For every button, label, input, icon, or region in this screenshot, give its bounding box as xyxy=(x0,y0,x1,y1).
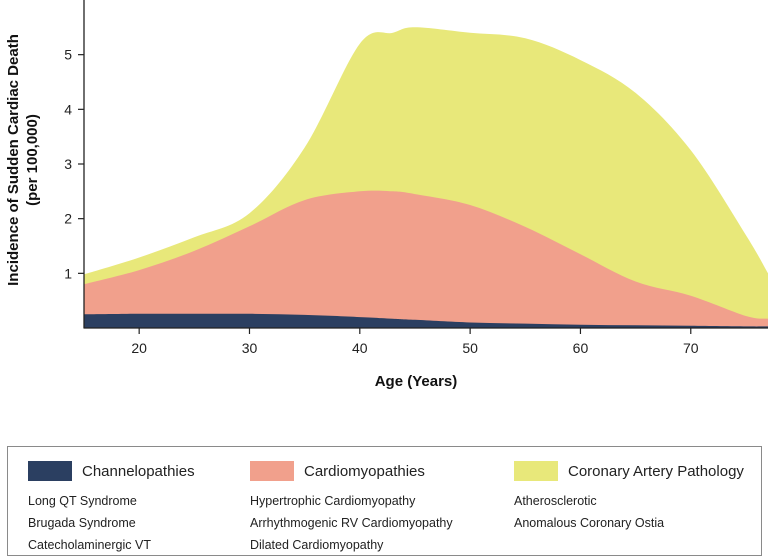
area-cardiomyopathies xyxy=(84,190,768,328)
x-axis-title: Age (Years) xyxy=(375,373,458,390)
legend-label-coronary: Coronary Artery Pathology xyxy=(568,462,744,480)
legend-item-anomalous-ostia: Anomalous Coronary Ostia xyxy=(514,516,665,530)
legend-item-brugada: Brugada Syndrome xyxy=(28,516,136,530)
legend-item-catecholaminergic-vt: Catecholaminergic VT xyxy=(28,538,151,552)
legend-item-arrhythmogenic-rv: Arrhythmogenic RV Cardiomyopathy xyxy=(250,516,453,530)
x-tick-label: 20 xyxy=(131,340,147,356)
stacked-area-chart: 20 30 40 50 60 70 1 2 3 4 5 Age (Years) Incidence of… xyxy=(5,0,768,390)
y-tick-label: 5 xyxy=(64,47,72,63)
legend-item-atherosclerotic: Atherosclerotic xyxy=(514,494,597,508)
legend-item-long-qt: Long QT Syndrome xyxy=(28,494,137,508)
legend-label-cardiomyopathies: Cardiomyopathies xyxy=(304,462,425,480)
x-tick-label: 30 xyxy=(242,340,258,356)
y-axis-title-line: Incidence of Sudden Cardiac Death xyxy=(5,34,22,286)
y-tick-label: 4 xyxy=(64,101,72,117)
y-axis-title: Incidence of Sudden Cardiac Death (per 10… xyxy=(5,34,41,286)
x-tick-label: 70 xyxy=(683,340,699,356)
legend-swatch-channelopathies xyxy=(28,461,72,481)
legend-item-hypertrophic: Hypertrophic Cardiomyopathy xyxy=(250,494,416,508)
x-tick-label: 60 xyxy=(573,340,589,356)
x-tick-label: 40 xyxy=(352,340,368,356)
y-tick-label: 1 xyxy=(64,265,72,281)
x-tick-label: 50 xyxy=(462,340,478,356)
legend: Channelopathies Long QT Syndrome Brugada… xyxy=(7,446,762,556)
y-tick-label: 2 xyxy=(64,211,72,227)
legend-label-channelopathies: Channelopathies xyxy=(82,462,195,480)
legend-item-dilated: Dilated Cardiomyopathy xyxy=(250,538,384,552)
legend-swatch-coronary xyxy=(514,461,558,481)
legend-swatch-cardiomyopathies xyxy=(250,461,294,481)
y-tick-label: 3 xyxy=(64,156,72,172)
y-axis-title-line: (per 100,000) xyxy=(24,114,41,206)
area-channelopathies xyxy=(84,313,768,328)
